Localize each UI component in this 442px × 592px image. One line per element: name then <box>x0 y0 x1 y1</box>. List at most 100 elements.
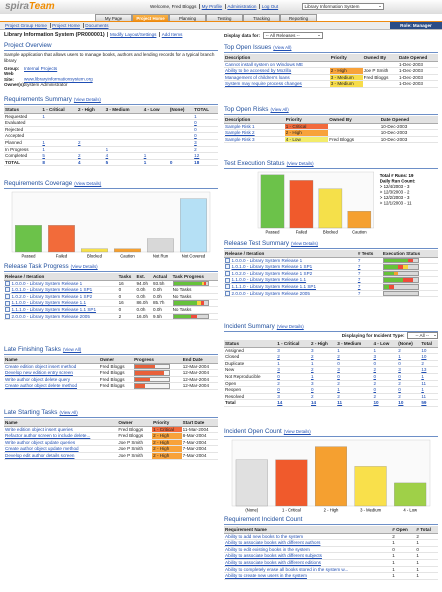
cell-text[interactable]: 12 <box>194 153 200 159</box>
cell-text[interactable]: 13 <box>421 367 427 373</box>
field-value[interactable]: www.libraryinformationsystem.org <box>24 76 93 82</box>
cell-text[interactable]: 3 <box>337 367 340 373</box>
view-link[interactable]: (View Details) <box>283 429 311 434</box>
cell-text[interactable]: 3 <box>310 380 314 386</box>
cell-text[interactable]: 2 <box>310 393 314 399</box>
cell-text[interactable]: Ability to completely erase all books st… <box>225 566 349 572</box>
cell-text[interactable]: 0 <box>337 373 340 379</box>
cell-text[interactable]: Ability to associate books with differen… <box>225 553 322 559</box>
cell-text[interactable]: 0 <box>373 373 377 379</box>
view-link[interactable]: (View Details) <box>276 324 304 329</box>
cell-text[interactable]: 4 <box>105 153 109 159</box>
profile-link[interactable]: My Profile <box>199 4 223 9</box>
cell-text[interactable]: 7 <box>357 270 361 276</box>
field-value[interactable]: Internal Projects <box>24 65 58 71</box>
cell-text[interactable]: 2 <box>277 354 280 360</box>
cell-text[interactable]: 7 <box>357 264 361 270</box>
cell-text[interactable]: 1.0.1.0 - Library System Release 1 SP1 <box>5 287 93 292</box>
cell-text[interactable]: Sample Risk 1 <box>225 123 255 129</box>
view-link[interactable]: (View All) <box>270 107 289 112</box>
cell-text[interactable]: 8 <box>42 159 45 165</box>
subnav-link[interactable]: Project Home <box>49 23 80 28</box>
filter-select[interactable]: -- All -- <box>406 332 438 340</box>
cell-text[interactable]: Write author object delete query <box>5 376 71 382</box>
cell-text[interactable]: 1 <box>143 159 147 165</box>
cell-text[interactable]: 0 <box>310 387 314 393</box>
cell-text[interactable]: 2 <box>310 354 314 360</box>
cell-text[interactable]: 1 <box>42 146 45 152</box>
view-link[interactable]: (View All) <box>59 410 78 415</box>
view-link[interactable]: (View Details) <box>290 241 318 246</box>
cell-text[interactable]: 1 <box>194 113 197 119</box>
cell-text[interactable]: 0 <box>194 126 197 132</box>
cell-text[interactable]: 7 <box>357 290 361 296</box>
cell-text[interactable]: 11 <box>421 380 427 386</box>
cell-text[interactable]: 2 <box>310 367 314 373</box>
release-select[interactable]: -- All Releases -- <box>263 32 323 39</box>
cell-text[interactable]: 0 <box>277 387 280 393</box>
view-link[interactable]: (View Details) <box>74 181 102 186</box>
cell-text[interactable]: Ability to create new users in the syste… <box>225 573 307 579</box>
cell-text[interactable]: 1 <box>421 387 424 393</box>
cell-text[interactable]: 3 <box>398 367 401 373</box>
cell-text[interactable]: 0 <box>373 387 377 393</box>
admin-link[interactable]: Administration <box>224 4 257 9</box>
cell-text[interactable]: 0 <box>277 373 280 379</box>
cell-text[interactable]: 2.0.0.0 - Library System Release 2005 <box>5 314 90 319</box>
cell-text[interactable]: 14 <box>277 400 283 406</box>
cell-text[interactable]: 0 <box>373 360 377 366</box>
cell-text[interactable]: Refactor author screen to include delete… <box>5 433 91 439</box>
cell-text[interactable]: 1.0.0.0 - Library System Release 1 <box>225 258 303 263</box>
cell-text[interactable]: 2 <box>77 153 81 159</box>
cell-text[interactable]: Cannot install system on Windows ME <box>225 61 304 67</box>
cell-text[interactable]: 18 <box>194 159 200 165</box>
cell-text[interactable]: Create author object delete method <box>5 383 78 389</box>
cell-text[interactable]: 2 <box>373 393 377 399</box>
cell-text[interactable]: 11 <box>337 400 343 406</box>
cell-text[interactable]: 10 <box>398 400 404 406</box>
cell-text[interactable]: 2 <box>398 380 401 386</box>
cell-text[interactable]: Ability to add new books to the system <box>225 533 304 539</box>
cell-text[interactable]: 1.0.1.0 - Library System Release 1 SP1 <box>225 264 313 269</box>
cell-text[interactable]: 59 <box>421 400 427 406</box>
tab[interactable]: Reporting <box>280 14 317 22</box>
cell-text[interactable]: 1.1.0.0 - Library System Release 1.1 <box>225 277 307 282</box>
cell-text[interactable]: 0 <box>337 360 340 366</box>
subnav-link[interactable]: Documents <box>82 23 109 28</box>
cell-text[interactable]: 7 <box>357 277 361 283</box>
cell-text[interactable]: Ability to associate books with differen… <box>225 540 321 546</box>
logout-link[interactable]: Log Out <box>259 4 279 9</box>
cell-text[interactable]: 0 <box>398 387 401 393</box>
cell-text[interactable]: 3 <box>277 347 280 353</box>
cell-text[interactable]: 0 <box>194 133 197 139</box>
cell-text[interactable]: 1.0.2.0 - Library System Release 1 SP2 <box>5 294 93 299</box>
cell-text[interactable]: 1 <box>105 146 109 152</box>
cell-text[interactable]: 1 <box>42 113 45 119</box>
cell-text[interactable]: 11 <box>421 393 427 399</box>
cell-text[interactable]: Develop new edition entry screen <box>5 370 73 376</box>
cell-text[interactable]: 0 <box>169 159 173 165</box>
cell-text[interactable]: 0 <box>194 120 197 126</box>
add-link[interactable]: Add Items <box>159 32 183 37</box>
cell-text[interactable]: Ability to edit existing books in the sy… <box>225 546 310 552</box>
cell-text[interactable]: 3 <box>373 354 377 360</box>
view-link[interactable]: (View All) <box>62 347 82 352</box>
tab[interactable]: My Page <box>95 14 132 22</box>
cell-text[interactable]: Write author object update queries <box>5 439 76 445</box>
cell-text[interactable]: 2 <box>398 393 401 399</box>
cell-text[interactable]: 2 <box>373 367 377 373</box>
cell-text[interactable]: 10 <box>421 354 427 360</box>
cell-text[interactable]: 1 <box>421 373 424 379</box>
layout-link[interactable]: Modify Layout/Settings <box>107 32 157 37</box>
cell-text[interactable]: 1 <box>277 360 280 366</box>
tab[interactable]: Planning <box>169 14 206 22</box>
cell-text[interactable]: 1 <box>337 347 340 353</box>
cell-text[interactable]: 1.1.1.0 - Library System Release 1.1 SP1 <box>5 307 97 312</box>
cell-text[interactable]: 10 <box>421 347 427 353</box>
view-link[interactable]: (View Details) <box>286 161 314 166</box>
cell-text[interactable]: 1.0.2.0 - Library System Release 1 SP2 <box>225 271 313 276</box>
cell-text[interactable]: 3 <box>277 393 280 399</box>
cell-text[interactable]: 1 <box>143 153 147 159</box>
cell-text[interactable]: 4 <box>77 159 81 165</box>
cell-text[interactable]: 1.1.0.0 - Library System Release 1.1 <box>5 300 87 305</box>
